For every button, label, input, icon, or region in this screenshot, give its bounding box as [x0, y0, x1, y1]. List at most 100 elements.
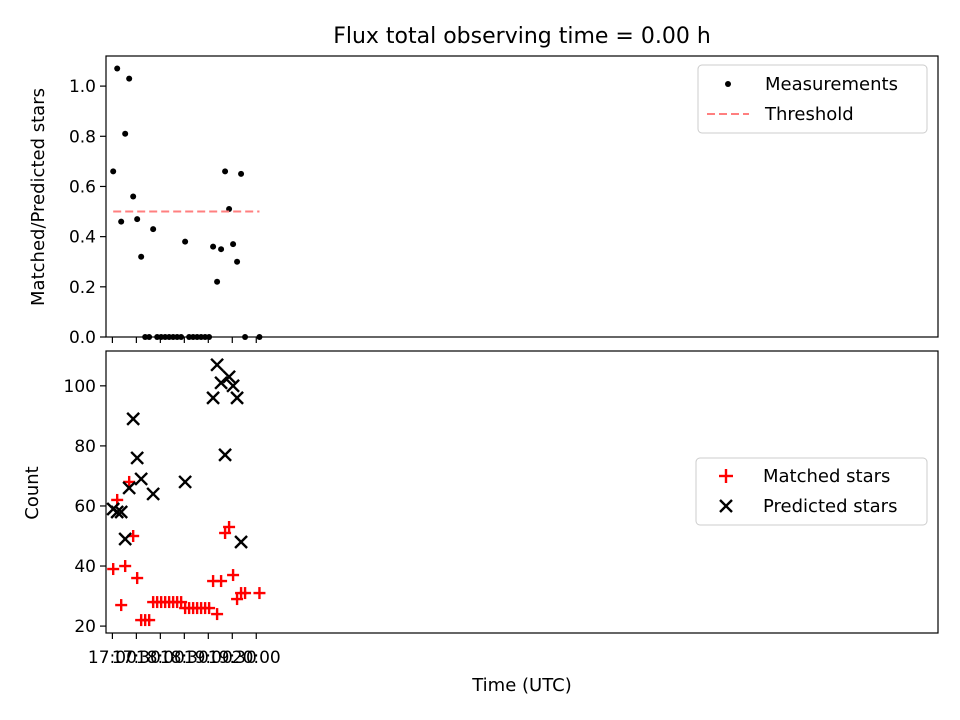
measurement-point [234, 258, 241, 265]
measurement-point [226, 206, 233, 213]
matched-star-point [123, 475, 136, 488]
matched-star-point [253, 587, 266, 600]
y-tick-label: 0.0 [69, 328, 96, 348]
matched-star-point [143, 614, 156, 627]
matched-star-point [239, 587, 252, 600]
y-tick-label: 100 [64, 377, 96, 397]
legend-matched-label: Matched stars [763, 466, 890, 487]
bottom-y-ticks: 20 40 60 80 100 [64, 377, 106, 637]
measurement-point [118, 218, 125, 225]
top-plot-frame [105, 55, 939, 338]
measurement-point [134, 216, 141, 223]
x-tick-label: 17:30 [112, 648, 161, 668]
legend-threshold-label: Threshold [764, 104, 854, 125]
matched-star-point [227, 569, 240, 582]
measurement-point [206, 334, 213, 340]
y-tick-label: 0.8 [69, 127, 96, 147]
measurement-point [146, 334, 153, 340]
x-tick-label: 19:00 [184, 648, 233, 668]
predicted-star-point [114, 505, 129, 519]
legend-matched-marker [719, 469, 733, 483]
matched-star-point [215, 575, 228, 588]
predicted-star-point [178, 475, 192, 489]
predicted-star-point [234, 535, 248, 549]
top-panel: 0.0 0.2 0.4 0.6 0.8 1.0 Matched/Predicted sta… [28, 55, 939, 348]
x-tick-label: 18:30 [160, 648, 209, 668]
measurement-point [178, 334, 185, 340]
top-marks [110, 65, 263, 340]
measurement-point [238, 170, 245, 177]
predicted-star-point [130, 451, 145, 465]
legend-measurements-marker [725, 81, 731, 87]
bottom-y-axis-label: Count [22, 466, 43, 519]
top-legend-box [697, 64, 928, 134]
measurement-point [138, 253, 145, 260]
bottom-legend-box [695, 457, 928, 526]
predicted-star-point [118, 532, 133, 546]
predicted-star-point [134, 472, 149, 486]
measurement-point [110, 168, 117, 175]
matched-star-point [131, 572, 144, 585]
predicted-star-point [122, 481, 137, 495]
x-tick-label: 17:00 [88, 648, 137, 668]
measurement-point [122, 130, 129, 137]
matched-star-point [203, 602, 216, 615]
top-legend: Measurements Threshold [697, 64, 928, 134]
top-x-ticks [111, 337, 257, 343]
y-tick-label: 1.0 [69, 77, 96, 97]
y-tick-label: 20 [74, 617, 96, 637]
y-tick-label: 0.2 [69, 278, 96, 298]
legend-predicted-marker [719, 499, 733, 513]
y-tick-label: 60 [74, 497, 96, 517]
x-tick-label: 20:00 [232, 648, 281, 668]
matched-star-point [119, 560, 132, 573]
bottom-panel: 20 40 60 80 100 17:0017:3018:0018:3019:0019:… [22, 350, 939, 696]
measurement-point [242, 334, 249, 340]
matched-star-point [115, 599, 128, 612]
top-y-axis-label: Matched/Predicted stars [28, 88, 49, 306]
predicted-star-point [218, 448, 232, 462]
bottom-marks [106, 357, 266, 627]
predicted-star-point [210, 357, 224, 372]
predicted-star-point [146, 487, 161, 501]
bottom-plot-frame [105, 350, 939, 634]
measurement-point [256, 334, 263, 340]
measurement-point [182, 238, 189, 245]
measurement-point [150, 226, 157, 233]
measurement-point [222, 168, 229, 175]
y-tick-label: 40 [74, 557, 96, 577]
y-tick-label: 0.4 [69, 228, 96, 248]
measurement-point [218, 246, 225, 253]
matched-star-point [231, 593, 244, 606]
x-axis-label: Time (UTC) [471, 675, 572, 696]
matched-star-point [175, 596, 188, 609]
measurement-point [210, 243, 217, 250]
predicted-star-point [222, 369, 236, 384]
legend-measurements-label: Measurements [765, 74, 898, 95]
x-tick-label: 18:00 [136, 648, 185, 668]
top-y-ticks: 0.0 0.2 0.4 0.6 0.8 1.0 [69, 77, 106, 348]
measurement-point [214, 278, 221, 285]
chart-title: Flux total observing time = 0.00 h [333, 24, 711, 49]
matched-star-point [223, 520, 236, 533]
predicted-star-point [214, 375, 228, 390]
matched-star-point [219, 526, 232, 539]
legend-predicted-label: Predicted stars [763, 496, 897, 517]
predicted-star-point [226, 378, 240, 393]
matched-star-point [107, 563, 120, 576]
y-tick-label: 80 [74, 437, 96, 457]
y-tick-label: 0.6 [69, 177, 96, 197]
measurement-point [126, 75, 133, 82]
predicted-star-point [230, 391, 244, 405]
x-tick-label: 19:30 [208, 648, 257, 668]
measurement-point [114, 65, 121, 72]
predicted-star-point [206, 391, 220, 405]
predicted-star-point [110, 505, 125, 519]
bottom-legend: Matched stars Predicted stars [695, 457, 928, 526]
measurement-point [230, 241, 237, 248]
predicted-star-point [126, 412, 141, 426]
measurement-point [130, 193, 137, 200]
matched-star-point [211, 608, 224, 621]
